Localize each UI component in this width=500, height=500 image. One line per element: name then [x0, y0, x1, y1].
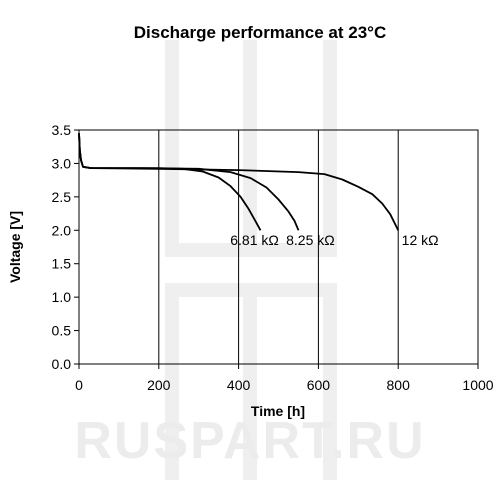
curves	[78, 133, 400, 231]
x-tick-label: 800	[387, 377, 411, 393]
curve-labels: 6.81 kΩ 8.25 kΩ 12 kΩ	[230, 232, 438, 248]
watermark: RUSPART.RU	[74, 40, 425, 480]
x-tick-label: 400	[227, 377, 251, 393]
plot-area	[78, 129, 479, 365]
chart-title: Discharge performance at 23°C	[134, 23, 386, 42]
x-axis-label: Time [h]	[251, 403, 305, 419]
x-tick-label: 1000	[462, 377, 493, 393]
x-tick-label: 600	[307, 377, 331, 393]
curve-label-1: 6.81 kΩ	[230, 232, 279, 248]
series-line-3	[78, 133, 400, 231]
y-axis-ticks: 0.0 0.5 1.0 1.5 2.0 2.5 3.0 3.5	[52, 122, 79, 372]
y-tick-label: 0.0	[52, 356, 72, 372]
y-tick-label: 0.5	[52, 323, 72, 339]
x-tick-label: 0	[75, 377, 83, 393]
x-tick-label: 200	[147, 377, 171, 393]
y-tick-label: 1.0	[52, 289, 72, 305]
y-axis-label: Voltage [V]	[7, 211, 23, 283]
y-tick-label: 1.5	[52, 256, 72, 272]
curve-label-2: 8.25 kΩ	[286, 232, 335, 248]
plot-border	[78, 129, 479, 365]
y-tick-label: 2.5	[52, 189, 72, 205]
series-line-2	[78, 133, 300, 231]
watermark-text: RUSPART.RU	[74, 412, 425, 470]
y-tick-label: 3.5	[52, 122, 72, 138]
y-tick-label: 3.0	[52, 155, 72, 171]
y-tick-label: 2.0	[52, 222, 72, 238]
curve-label-3: 12 kΩ	[402, 232, 439, 248]
x-axis-ticks: 0 200 400 600 800 1000	[75, 364, 494, 393]
watermark-logo	[165, 40, 337, 480]
